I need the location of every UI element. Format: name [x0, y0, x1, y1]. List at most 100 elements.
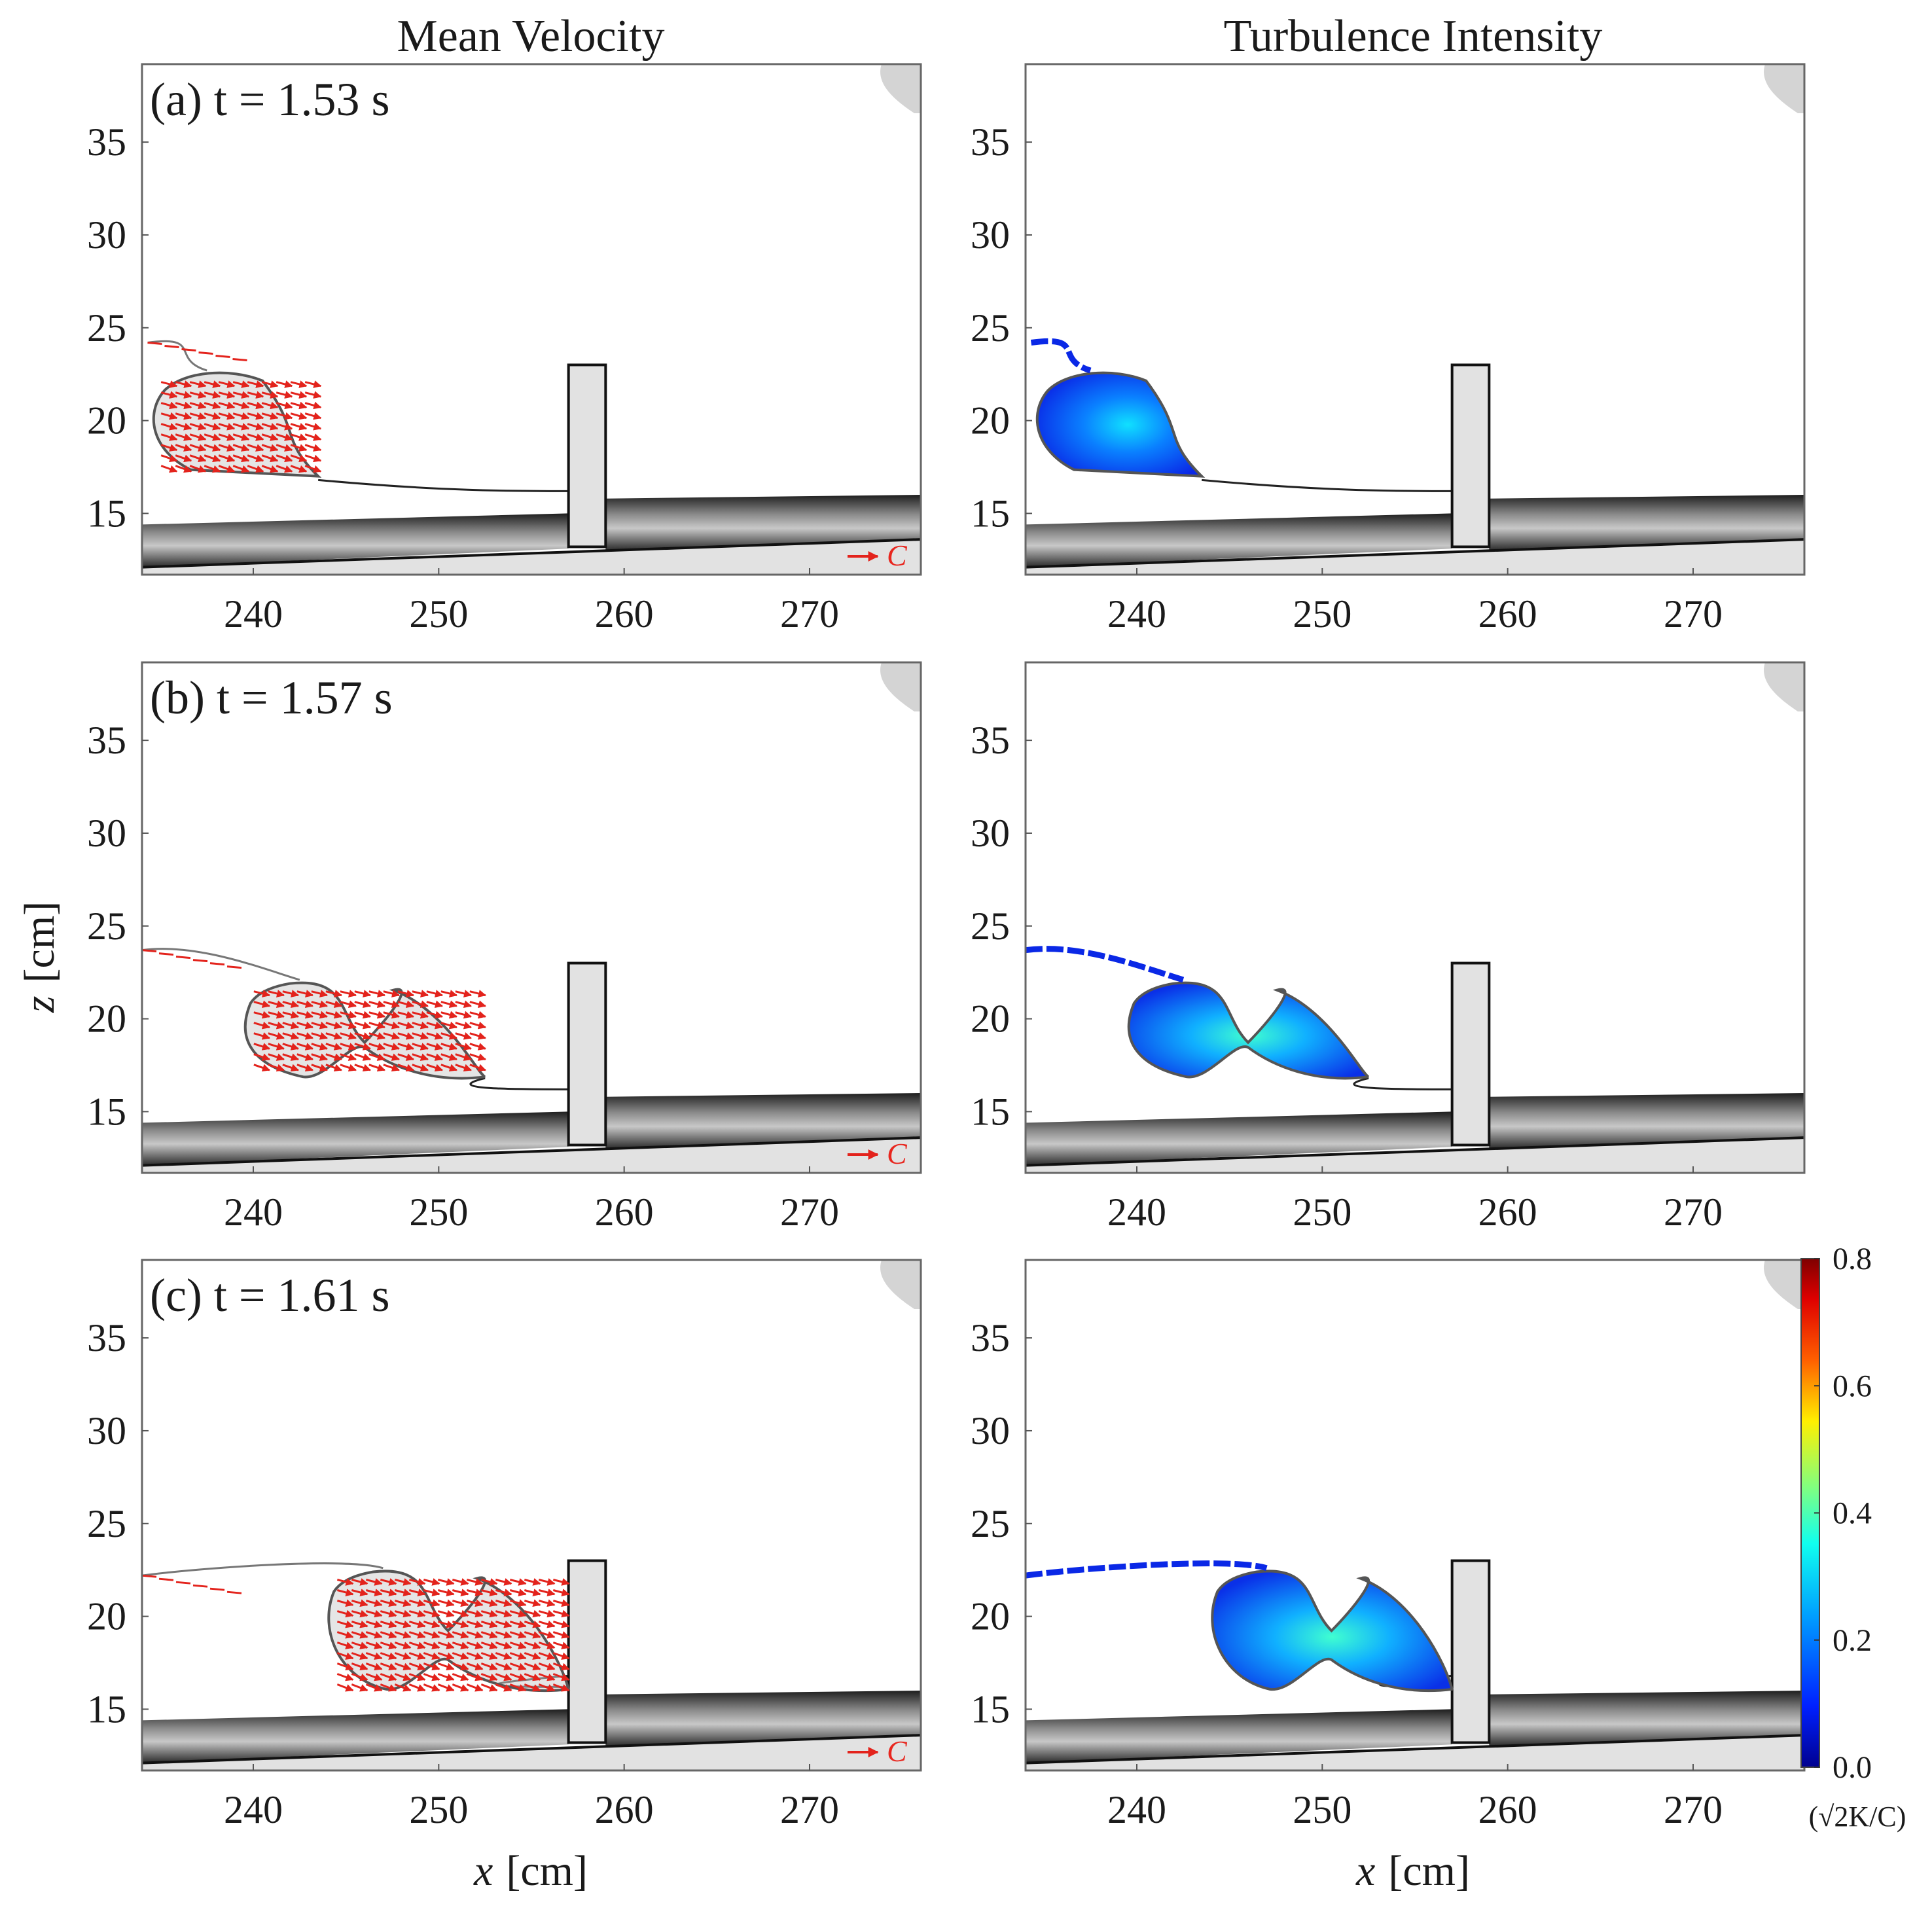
velocity-vector — [268, 1064, 285, 1072]
velocity-vector — [380, 1642, 397, 1649]
velocity-vector — [340, 1032, 357, 1040]
velocity-vector — [437, 1578, 455, 1586]
velocity-vector — [524, 1578, 541, 1586]
bed-line — [1026, 1136, 1804, 1167]
crest-curve — [142, 1562, 384, 1577]
velocity-vector — [226, 1590, 242, 1594]
turbulence-field — [1211, 1570, 1454, 1693]
velocity-vector — [282, 990, 299, 997]
velocity-vector — [380, 1609, 397, 1618]
velocity-vector — [311, 1053, 328, 1061]
panel-label: (a) t = 1.53 s — [150, 73, 390, 126]
velocity-vector — [175, 444, 192, 452]
velocity-vector — [469, 1043, 486, 1050]
velocity-vector — [296, 1043, 313, 1050]
velocity-vector — [397, 1053, 414, 1061]
y-tick-label: 20 — [971, 997, 1010, 1041]
velocity-vector — [408, 1609, 426, 1618]
x-tick-label: 270 — [1664, 592, 1723, 636]
velocity-vector — [282, 1043, 299, 1050]
velocity-vector — [311, 1000, 328, 1009]
velocity-vector — [204, 391, 221, 399]
panel-label: (b) t = 1.57 s — [150, 672, 393, 724]
velocity-vector — [368, 1011, 385, 1019]
velocity-vector — [452, 1578, 469, 1586]
velocity-vector — [495, 1652, 512, 1660]
x-tick-label: 270 — [780, 1191, 839, 1234]
reference-label: C — [887, 539, 908, 572]
velocity-vector — [408, 1642, 426, 1649]
velocity-vector — [437, 1599, 455, 1607]
velocity-vector — [538, 1599, 556, 1607]
vertical-wall — [567, 1559, 607, 1744]
velocity-vector — [480, 1683, 498, 1692]
velocity-vector — [232, 391, 250, 399]
velocity-vector — [290, 423, 308, 431]
plot-background — [142, 64, 921, 575]
velocity-vector — [455, 1053, 472, 1061]
velocity-vector — [232, 401, 250, 410]
velocity-vector — [365, 1589, 383, 1596]
velocity-vector — [325, 1043, 342, 1050]
velocity-vector — [469, 990, 486, 997]
velocity-vector — [351, 1683, 368, 1692]
velocity-vector — [538, 1578, 556, 1586]
x-tick-label: 240 — [224, 1788, 283, 1831]
y-tick-label: 35 — [971, 1316, 1010, 1359]
velocity-vector — [232, 433, 250, 441]
velocity-vector — [440, 1021, 457, 1030]
velocity-vector — [538, 1609, 556, 1618]
velocity-vector — [437, 1589, 455, 1596]
velocity-vector — [452, 1683, 469, 1692]
velocity-vector — [336, 1589, 354, 1596]
y-tick-label: 15 — [87, 492, 126, 535]
velocity-vector — [552, 1631, 570, 1639]
velocity-vector — [440, 1064, 457, 1072]
x-tick-label: 250 — [409, 1788, 468, 1831]
velocity-vector — [175, 401, 192, 410]
water-surface-line — [1202, 478, 1452, 492]
velocity-vector — [354, 1043, 371, 1050]
velocity-vector — [158, 1577, 174, 1581]
velocity-vector — [495, 1673, 512, 1681]
velocity-vector — [336, 1652, 354, 1660]
bed-line — [1026, 1734, 1804, 1765]
ticks: 240 250 260 270 15 20 25 30 35 — [971, 120, 1723, 636]
velocity-vector — [524, 1631, 541, 1639]
velocity-vector — [304, 444, 322, 452]
velocity-vector — [495, 1589, 512, 1596]
velocity-vector — [253, 1021, 270, 1030]
velocity-vector — [311, 1043, 328, 1050]
floor-image-right — [605, 495, 921, 551]
velocity-vector — [380, 1589, 397, 1596]
velocity-vector — [175, 454, 192, 463]
velocity-vector — [480, 1673, 498, 1681]
velocity-vector — [412, 1021, 429, 1030]
panel-content — [142, 1260, 921, 1770]
x-axis-label-right: x [cm] — [1355, 1847, 1470, 1895]
panel-turbulence-0: 240 250 260 270 15 20 25 30 35 — [971, 63, 1806, 636]
velocity-vector — [354, 1000, 371, 1009]
velocity-vector — [247, 444, 264, 452]
y-tick-label: 15 — [971, 1687, 1010, 1731]
velocity-vector — [325, 1011, 342, 1019]
x-tick-label: 250 — [409, 592, 468, 636]
velocity-vector — [397, 1064, 414, 1072]
velocity-vector — [290, 454, 308, 463]
velocity-vector — [397, 1032, 414, 1040]
velocity-vector — [426, 990, 443, 997]
velocity-vector — [192, 959, 208, 963]
velocity-vector — [552, 1578, 570, 1586]
title-mean-velocity: Mean Velocity — [397, 11, 665, 62]
velocity-vector — [440, 1053, 457, 1061]
velocity-vector — [296, 1064, 313, 1072]
velocity-vector — [394, 1589, 412, 1596]
y-tick-label: 35 — [971, 120, 1010, 164]
velocity-vector — [336, 1642, 354, 1649]
velocity-vector — [325, 1000, 342, 1009]
sloped-bed — [142, 1138, 921, 1173]
y-tick-label: 25 — [971, 306, 1010, 350]
velocity-vector — [340, 1043, 357, 1050]
velocity-vector — [204, 444, 221, 452]
velocity-vector — [480, 1609, 498, 1618]
